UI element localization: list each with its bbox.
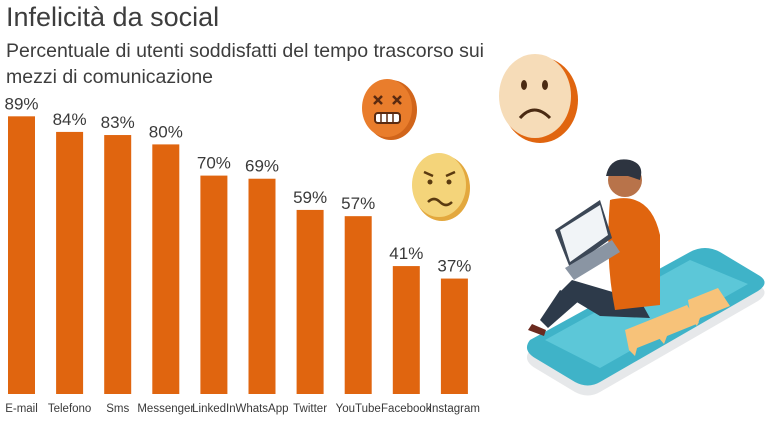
category-label: Messenger	[137, 403, 194, 415]
bar-linkedin	[200, 175, 228, 394]
bar-instagram	[440, 278, 468, 394]
bar-youtube	[344, 216, 372, 394]
category-label: Telefono	[48, 403, 91, 415]
category-label: Facebook	[381, 403, 432, 415]
value-label: 57%	[341, 194, 375, 213]
chat-bubble-icon	[625, 288, 730, 356]
chart-title: Infelicità da social	[6, 2, 220, 32]
bar-whatsapp	[248, 178, 276, 394]
value-label: 37%	[437, 257, 471, 276]
bar-e-mail	[8, 116, 35, 394]
category-label: LinkedIn	[192, 403, 235, 415]
value-label: 83%	[101, 113, 135, 132]
value-label: 89%	[4, 94, 38, 113]
value-label: 69%	[245, 157, 279, 176]
category-label: Twitter	[293, 403, 327, 415]
category-label: Instagram	[429, 403, 480, 415]
category-label: YouTube	[336, 403, 381, 415]
worried-face-icon	[412, 153, 470, 221]
bar-sms	[104, 135, 132, 395]
sad-face-icon	[499, 54, 578, 143]
person-with-laptop-icon	[528, 159, 660, 336]
bar-facebook	[392, 266, 420, 394]
category-label: Sms	[106, 403, 129, 415]
value-label: 70%	[197, 154, 231, 173]
value-label: 59%	[293, 188, 327, 207]
category-label: E-mail	[5, 403, 38, 415]
chart-subtitle: Percentuale di utenti soddisfatti del te…	[6, 40, 485, 88]
bar-twitter	[296, 209, 324, 394]
category-label: WhatsApp	[235, 403, 288, 415]
bar-messenger	[152, 144, 180, 394]
angry-face-icon	[362, 79, 417, 140]
value-label: 84%	[53, 110, 87, 129]
bar-telefono	[56, 131, 84, 395]
value-label: 80%	[149, 122, 183, 141]
value-label: 41%	[389, 244, 423, 263]
